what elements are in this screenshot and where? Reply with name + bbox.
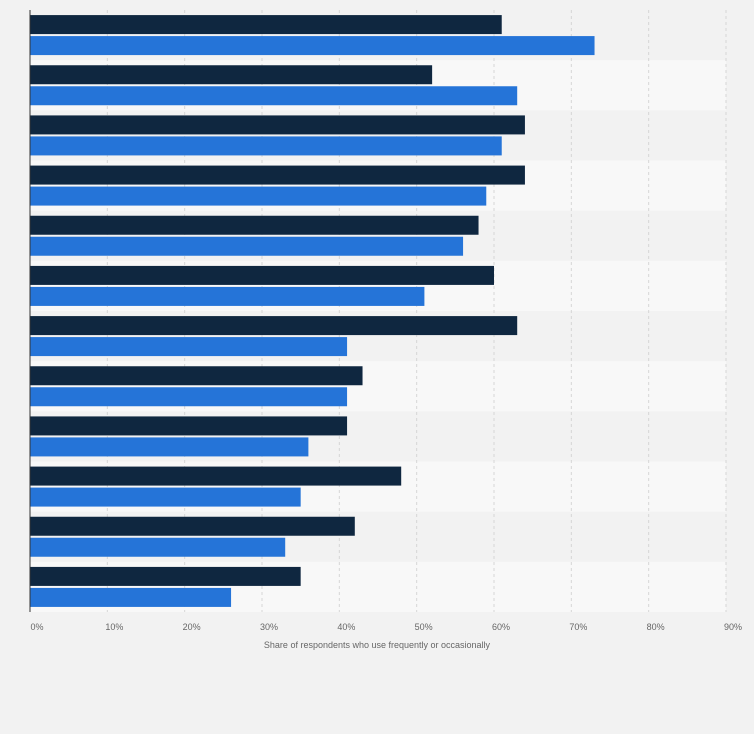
bar (30, 165, 525, 185)
x-tick-label: 50% (415, 622, 433, 632)
bar (30, 537, 286, 557)
x-tick-label: 10% (105, 622, 123, 632)
x-tick-label: 60% (492, 622, 510, 632)
x-axis: 0% 10% 20% 30% 40% 50% 60% 70% 80% 90% (29, 10, 742, 632)
x-tick-label: 90% (724, 622, 742, 632)
bar (30, 587, 232, 607)
bar (30, 115, 525, 135)
bar (30, 86, 518, 106)
x-tick-label: 20% (183, 622, 201, 632)
bar (30, 65, 433, 85)
bar (30, 416, 348, 436)
bars (30, 15, 595, 607)
bar (30, 437, 309, 457)
bar (30, 286, 425, 306)
bar (30, 136, 502, 156)
bar (30, 15, 502, 35)
bar (30, 337, 348, 357)
bar (30, 316, 518, 336)
bar (30, 215, 479, 235)
bar (30, 487, 301, 507)
gridlines (106, 10, 727, 612)
bar (30, 265, 494, 285)
x-tick-label: 40% (337, 622, 355, 632)
bar (30, 516, 355, 536)
x-tick-label: 70% (569, 622, 587, 632)
x-axis-label: Share of respondents who use frequently … (264, 640, 491, 650)
bar (30, 387, 348, 407)
bar (30, 186, 487, 206)
x-tick-label: 0% (30, 622, 43, 632)
x-tick-label: 80% (647, 622, 665, 632)
bar (30, 36, 595, 56)
bar (30, 366, 363, 386)
bar (30, 566, 301, 586)
x-tick-label: 30% (260, 622, 278, 632)
bar (30, 466, 402, 486)
bar (30, 236, 464, 256)
